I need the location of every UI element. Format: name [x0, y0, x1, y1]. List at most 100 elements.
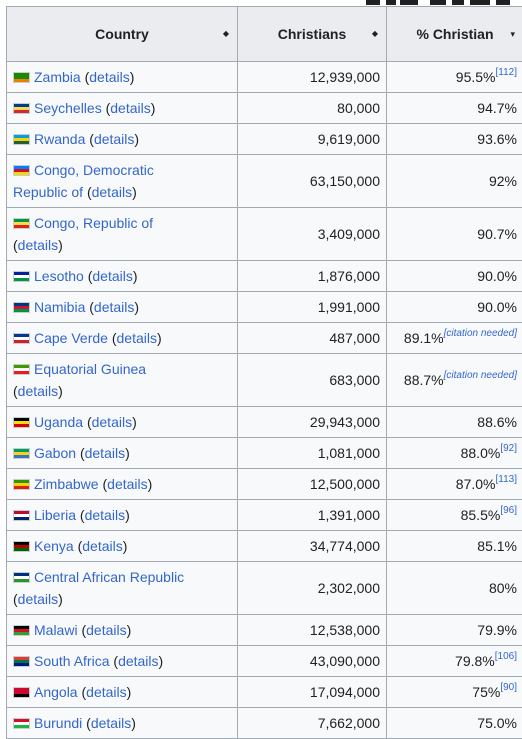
country-link[interactable]: Kenya: [34, 538, 74, 554]
christians-cell: 1,081,000: [238, 438, 387, 469]
details-link[interactable]: details: [18, 383, 58, 399]
details-link[interactable]: details: [85, 507, 125, 523]
flag-icon: [13, 333, 30, 344]
pct-value: 94.7%: [477, 100, 517, 116]
christians-cell: 29,943,000: [238, 407, 387, 438]
details-link[interactable]: details: [107, 476, 147, 492]
country-link[interactable]: Uganda: [34, 414, 83, 430]
country-link[interactable]: Liberia: [34, 507, 76, 523]
country-link[interactable]: Zimbabwe: [34, 476, 99, 492]
country-cell: Malawi (details): [7, 615, 238, 646]
flag-icon: [13, 687, 30, 698]
column-header-pct-christian[interactable]: % Christian ▾: [387, 7, 522, 62]
pct-christian-cell: 89.1%[citation needed]: [387, 323, 522, 354]
country-link[interactable]: Congo, Democratic: [34, 162, 154, 178]
details-link[interactable]: details: [18, 591, 58, 607]
country-cell: Equatorial Guinea(details): [7, 354, 238, 407]
pct-christian-cell: 79.9%: [387, 615, 522, 646]
details-link[interactable]: details: [92, 184, 132, 200]
pct-christian-cell: 85.5%[96]: [387, 500, 522, 531]
country-cell: Central African Republic(details): [7, 562, 238, 615]
country-link[interactable]: Namibia: [34, 299, 85, 315]
pct-value: 90.0%: [477, 299, 517, 315]
pct-christian-cell: 90.0%: [387, 292, 522, 323]
country-cell: Uganda (details): [7, 407, 238, 438]
header-row: Country ◆ Christians ◆ % Christian ▾: [7, 7, 522, 62]
pct-christian-cell: 93.6%: [387, 124, 522, 155]
country-cell: Burundi (details): [7, 708, 238, 739]
pct-christian-cell: 88.0%[92]: [387, 438, 522, 469]
country-cell: Cape Verde (details): [7, 323, 238, 354]
details-link[interactable]: details: [91, 715, 131, 731]
details-link[interactable]: details: [94, 131, 134, 147]
christians-cell: 80,000: [238, 93, 387, 124]
reference-link[interactable]: [113]: [496, 474, 518, 485]
citation-needed-link[interactable]: [citation needed]: [444, 328, 517, 339]
details-link[interactable]: details: [86, 622, 126, 638]
country-link[interactable]: South Africa: [34, 653, 110, 669]
pct-value: 95.5%: [456, 69, 496, 85]
pct-christian-cell: 75.0%: [387, 708, 522, 739]
country-cell: Angola (details): [7, 677, 238, 708]
flag-icon: [13, 656, 30, 667]
country-link[interactable]: Malawi: [34, 622, 78, 638]
table-row: Central African Republic(details)2,302,0…: [7, 562, 522, 615]
pct-value: 85.1%: [477, 538, 517, 554]
flag-icon: [13, 134, 30, 145]
details-link[interactable]: details: [118, 653, 158, 669]
details-link[interactable]: details: [82, 538, 122, 554]
pct-value: 88.0%: [461, 445, 501, 461]
christians-cell: 487,000: [238, 323, 387, 354]
details-link[interactable]: details: [110, 100, 150, 116]
reference-link[interactable]: [90]: [500, 682, 517, 693]
country-link[interactable]: Central African Republic: [34, 569, 184, 585]
details-link[interactable]: details: [117, 330, 157, 346]
sort-both-icon[interactable]: ◆: [372, 23, 378, 45]
country-link[interactable]: Seychelles: [34, 100, 102, 116]
details-link[interactable]: details: [86, 684, 126, 700]
pct-christian-cell: 92%: [387, 155, 522, 208]
column-header-christians[interactable]: Christians ◆: [238, 7, 387, 62]
citation-needed-link[interactable]: [citation needed]: [444, 370, 517, 381]
country-link[interactable]: Rwanda: [34, 131, 85, 147]
country-link[interactable]: Congo, Republic of: [34, 215, 153, 231]
reference-link[interactable]: [96]: [500, 505, 517, 516]
details-link[interactable]: details: [94, 299, 134, 315]
christians-cell: 34,774,000: [238, 531, 387, 562]
country-link[interactable]: Republic of: [13, 184, 83, 200]
country-link[interactable]: Equatorial Guinea: [34, 361, 146, 377]
details-link[interactable]: details: [92, 268, 132, 284]
christians-cell: 1,391,000: [238, 500, 387, 531]
pct-value: 92%: [489, 173, 517, 189]
country-cell: Zimbabwe (details): [7, 469, 238, 500]
pct-christian-cell: 90.0%: [387, 261, 522, 292]
country-link[interactable]: Angola: [34, 684, 78, 700]
country-link[interactable]: Zambia: [34, 69, 81, 85]
pct-value: 87.0%: [456, 476, 496, 492]
flag-icon: [13, 541, 30, 552]
flag-icon: [13, 479, 30, 490]
sort-desc-icon[interactable]: ▾: [510, 23, 515, 45]
country-cell: Gabon (details): [7, 438, 238, 469]
details-link[interactable]: details: [18, 237, 58, 253]
reference-link[interactable]: [106]: [495, 651, 517, 662]
details-link[interactable]: details: [85, 445, 125, 461]
christians-cell: 7,662,000: [238, 708, 387, 739]
country-link[interactable]: Burundi: [34, 715, 82, 731]
column-header-country[interactable]: Country ◆: [7, 7, 238, 62]
sort-both-icon[interactable]: ◆: [223, 23, 229, 45]
country-link[interactable]: Lesotho: [34, 268, 84, 284]
details-link[interactable]: details: [89, 69, 129, 85]
country-link[interactable]: Gabon: [34, 445, 76, 461]
details-link[interactable]: details: [92, 414, 132, 430]
reference-link[interactable]: [92]: [500, 443, 517, 454]
country-link[interactable]: Cape Verde: [34, 330, 108, 346]
flag-icon: [13, 510, 30, 521]
reference-link[interactable]: [112]: [496, 67, 518, 78]
